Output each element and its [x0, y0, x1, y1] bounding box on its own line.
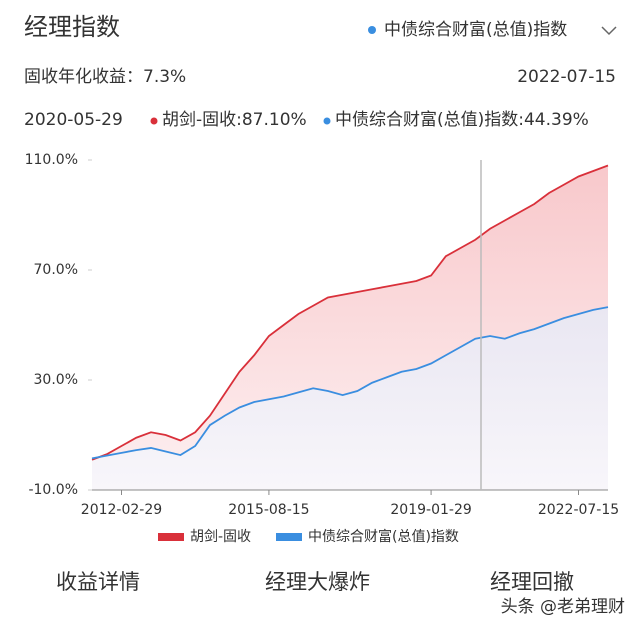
series-line [91, 164, 609, 461]
cursor-manager: 胡剑-固收:87.10% [162, 110, 307, 130]
index-dot [323, 117, 331, 125]
plot: -10.0% 30.0% 70.0% 110.0% 2012-02-29 2015-08-… [25, 152, 620, 545]
cursor-date: 2020-05-29 [24, 110, 123, 130]
tab[interactable]: 经理回撤 [490, 570, 574, 594]
end-date: 2022-07-15 [517, 67, 616, 87]
series-line [91, 306, 609, 460]
manager-dot [150, 117, 158, 125]
legend-label: 中债综合财富(总值)指数 [308, 528, 459, 545]
title: 经理指数 [24, 13, 120, 41]
index-select[interactable]: 中债综合财富(总值)指数 [384, 20, 567, 40]
y-tick-label: 30.0% [34, 372, 78, 388]
x-tick-label: 2012-02-29 [81, 502, 162, 518]
y-tick-label: 70.0% [34, 262, 78, 278]
x-tick-label: 2019-01-29 [390, 502, 471, 518]
annual-return: 固收年化收益：7.3% [24, 67, 186, 87]
y-tick-label: 110.0% [25, 152, 78, 168]
watermark: 头条 @老弟理财 [501, 597, 625, 617]
area-fill [92, 307, 608, 490]
legend-label: 胡剑-固收 [190, 529, 251, 545]
index-dot [368, 26, 376, 34]
y-tick-label: -10.0% [28, 482, 78, 498]
tab[interactable]: 经理大爆炸 [265, 570, 370, 594]
legend-swatch [276, 533, 302, 541]
dropdown-arrow[interactable] [601, 26, 617, 36]
cursor-index: 中债综合财富(总值)指数:44.39% [335, 110, 589, 130]
tab[interactable]: 收益详情 [56, 570, 140, 594]
x-tick-label: 2015-08-15 [228, 502, 309, 518]
x-tick-label: 2022-07-15 [538, 502, 619, 518]
legend-swatch [158, 533, 184, 541]
